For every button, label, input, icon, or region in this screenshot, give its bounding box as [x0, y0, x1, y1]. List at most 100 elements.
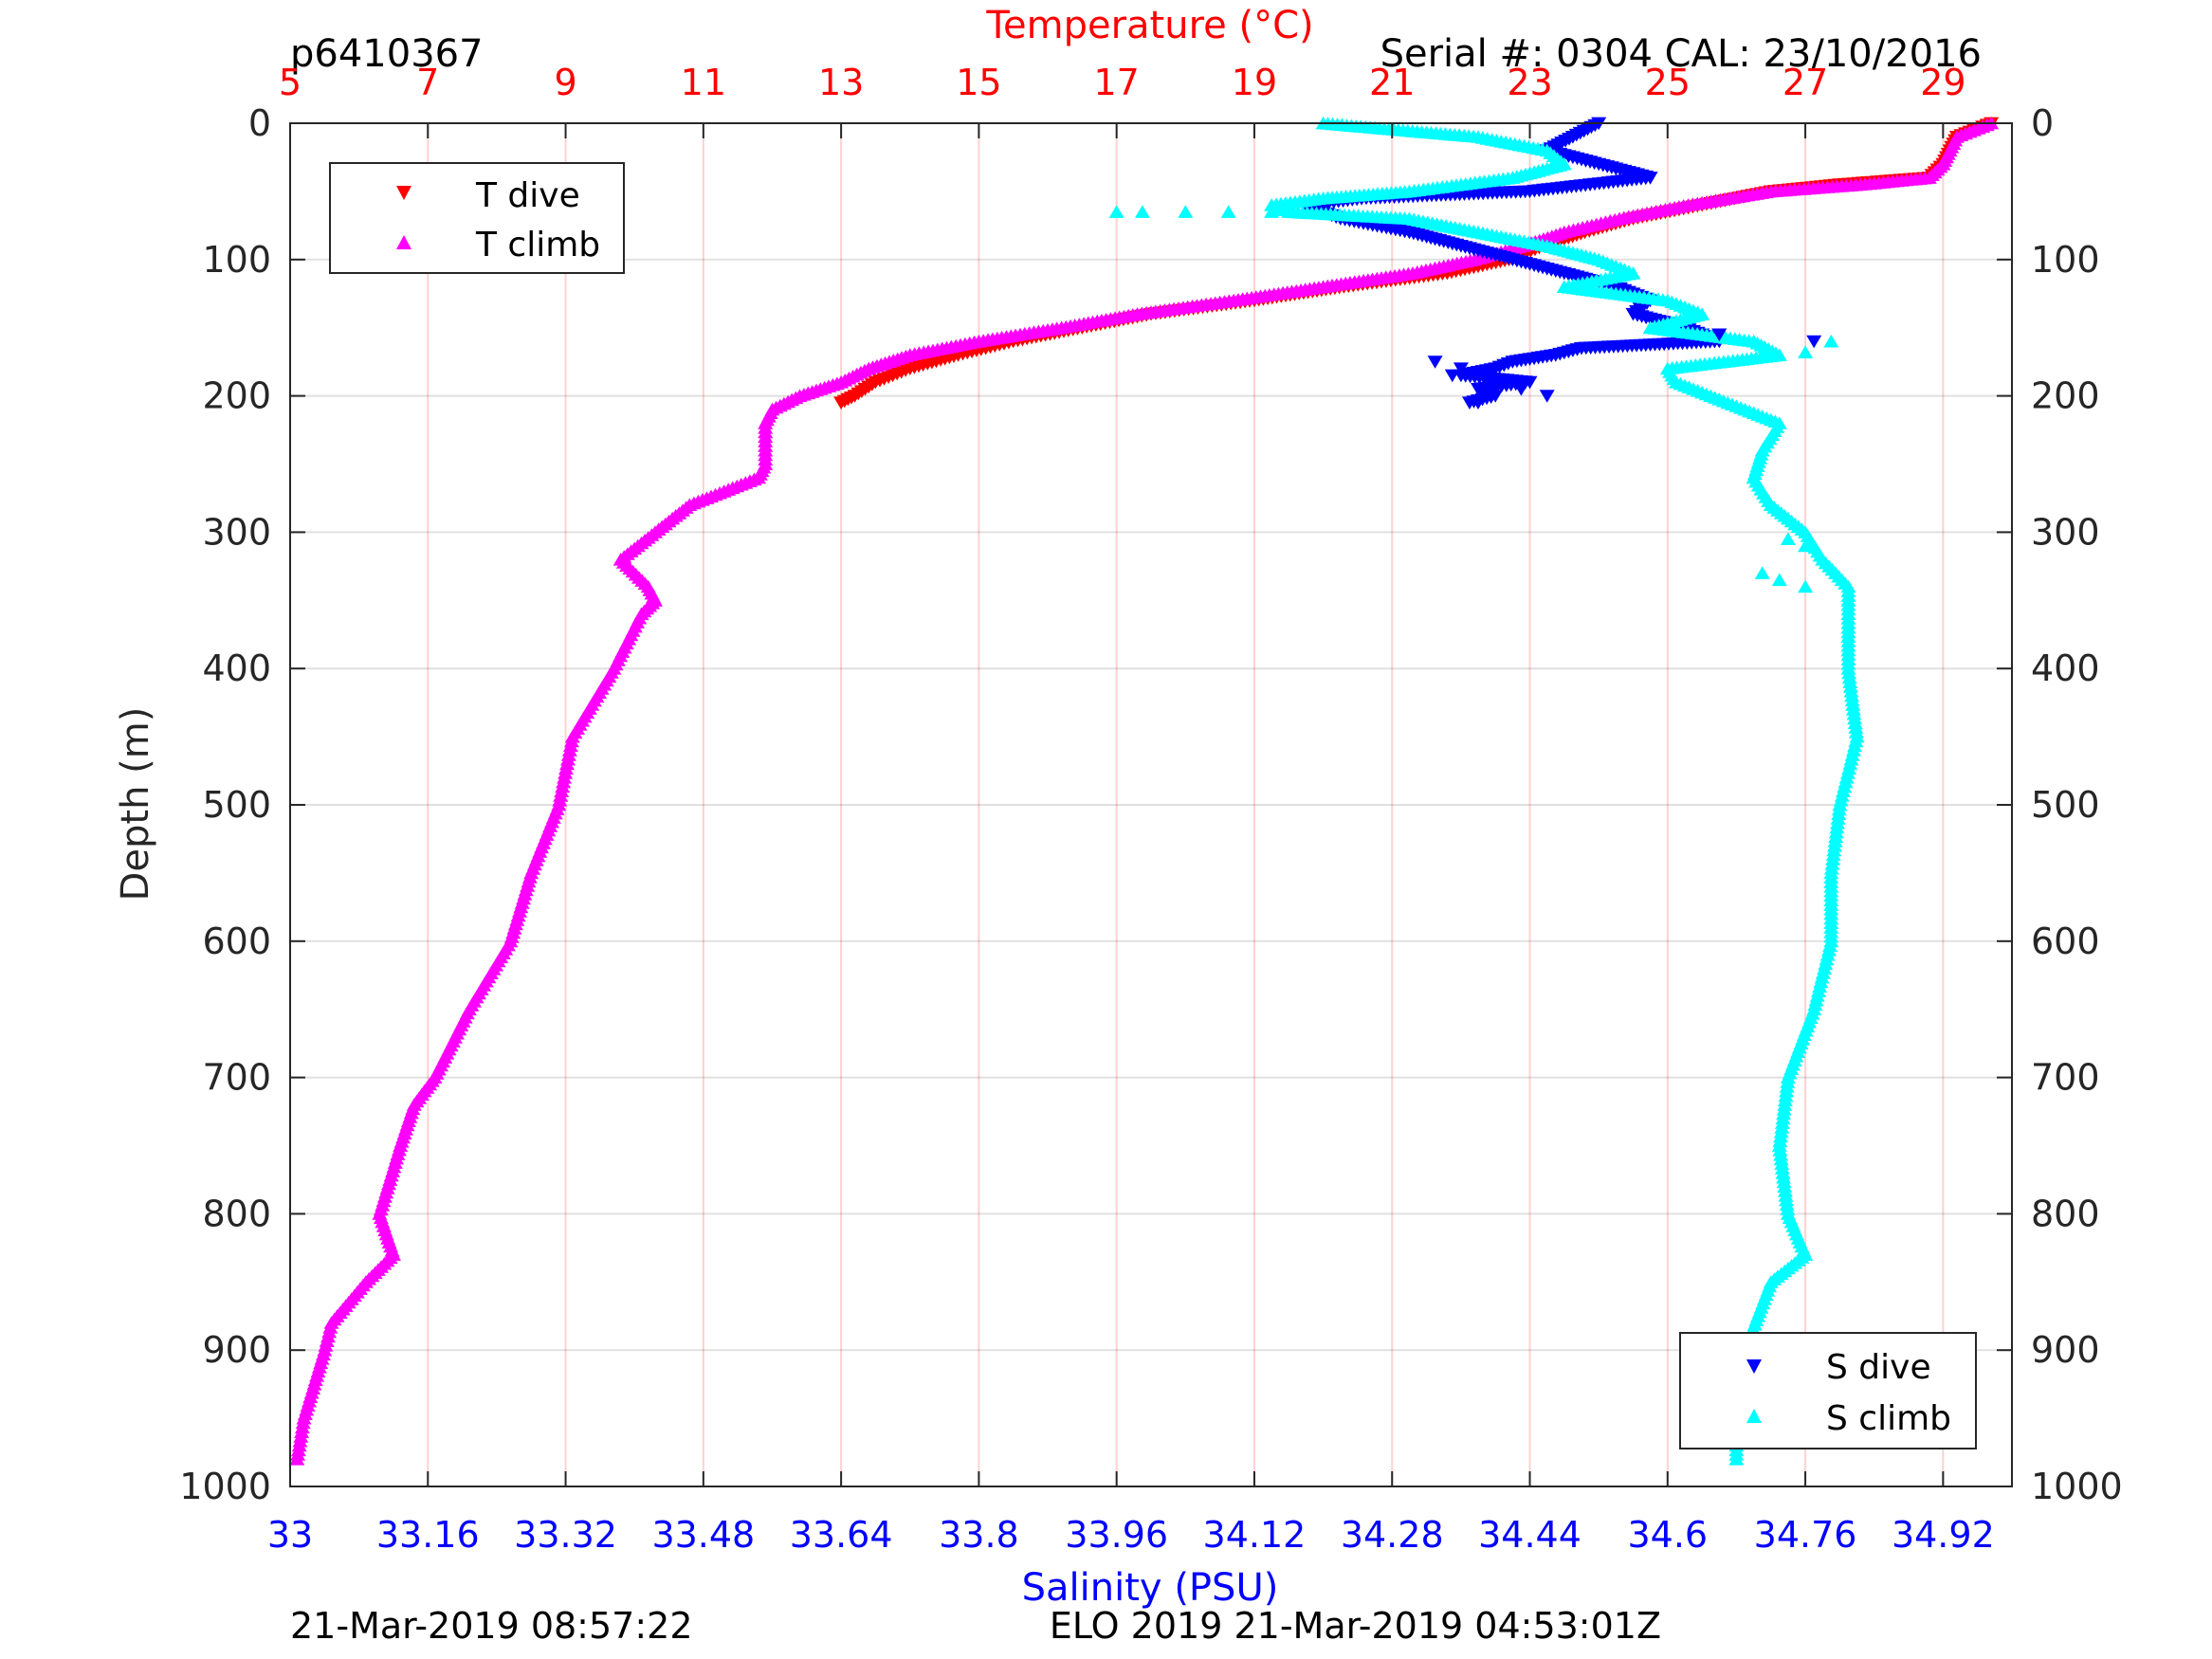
data-point — [1806, 335, 1822, 349]
salinity-tick-label: 33 — [267, 1514, 313, 1556]
salinity-tick-label: 34.44 — [1478, 1514, 1581, 1556]
legend-label-t-dive: T dive — [475, 176, 580, 215]
depth-tick-label-right: 1000 — [2031, 1466, 2123, 1507]
salinity-tick-label: 33.64 — [790, 1514, 893, 1556]
depth-tick-label-right: 500 — [2031, 784, 2100, 826]
data-point — [1220, 205, 1236, 218]
salinity-tick-label: 34.76 — [1754, 1514, 1857, 1556]
salinity-tick-label: 33.32 — [514, 1514, 617, 1556]
legend-marker-t-dive — [396, 186, 411, 200]
data-point — [1264, 205, 1280, 218]
temperature-tick-label: 23 — [1507, 62, 1552, 103]
depth-tick-label-left: 0 — [248, 102, 271, 144]
salinity-legend: S dive S climb — [1679, 1332, 1977, 1449]
temperature-tick-label: 29 — [1920, 62, 1965, 103]
temperature-tick-label: 5 — [279, 62, 302, 103]
legend-label-t-climb: T climb — [475, 226, 600, 264]
legend-marker-s-dive — [1746, 1359, 1762, 1374]
data-point — [1513, 383, 1529, 396]
salinity-tick-label: 34.92 — [1892, 1514, 1995, 1556]
salinity-tick-label: 33.16 — [376, 1514, 480, 1556]
depth-tick-label-right: 800 — [2031, 1193, 2100, 1234]
series-s-dive-outliers — [1427, 328, 1822, 410]
temperature-legend: T dive T climb — [329, 162, 625, 274]
depth-tick-label-right: 0 — [2031, 102, 2054, 144]
data-point — [1178, 205, 1194, 218]
depth-tick-label-left: 1000 — [179, 1466, 271, 1507]
tick-labels: 5 7 9 11 13 15 17 19 21 23 25 27 29 33 33.16 33.32 33.48… — [179, 62, 2122, 1556]
tick-marks — [289, 122, 2012, 1487]
footer-mission: ELO 2019 21-Mar-2019 04:53:01Z — [1050, 1605, 1661, 1647]
data-point — [289, 1452, 305, 1466]
temperature-tick-label: 7 — [416, 62, 439, 103]
depth-tick-label-right: 600 — [2031, 921, 2100, 962]
serial-calibration: Serial #: 0304 CAL: 23/10/2016 — [1380, 32, 1982, 76]
data-point — [1453, 362, 1469, 375]
salinity-tick-label: 34.12 — [1203, 1514, 1307, 1556]
depth-tick-label-right: 900 — [2031, 1329, 2100, 1371]
temperature-tick-label: 9 — [554, 62, 576, 103]
data-point — [1444, 369, 1460, 383]
temperature-tick-label: 13 — [818, 62, 864, 103]
temperature-axis-title: Temperature (°C) — [985, 4, 1313, 47]
depth-tick-label-left: 600 — [202, 921, 271, 962]
data-point — [1754, 566, 1770, 579]
data-point — [1539, 390, 1555, 403]
salinity-axis-title: Salinity (PSU) — [1022, 1566, 1279, 1610]
legend-marker-t-climb — [396, 235, 411, 249]
salinity-tick-label: 33.96 — [1065, 1514, 1168, 1556]
salinity-tick-label: 33.48 — [651, 1514, 755, 1556]
data-point — [1780, 532, 1796, 545]
temperature-tick-label: 27 — [1782, 62, 1828, 103]
depth-tick-label-left: 900 — [202, 1329, 271, 1371]
depth-tick-label-right: 300 — [2031, 511, 2100, 553]
legend-marker-s-climb — [1746, 1409, 1762, 1423]
footer-timestamp: 21-Mar-2019 08:57:22 — [290, 1605, 693, 1647]
data-point — [1471, 396, 1486, 410]
series-s-climb-outliers — [1108, 205, 1839, 593]
series-s-climb — [1264, 116, 1865, 1466]
depth-tick-label-left: 200 — [202, 375, 271, 417]
data-point — [1134, 205, 1150, 218]
data-point — [1798, 345, 1814, 358]
data-point — [1711, 328, 1728, 342]
data-point — [1427, 356, 1443, 369]
data-point — [833, 396, 850, 410]
depth-tick-label-right: 400 — [2031, 647, 2100, 689]
temperature-tick-label: 25 — [1645, 62, 1691, 103]
temperature-tick-label: 11 — [681, 62, 726, 103]
salinity-tick-label: 34.6 — [1627, 1514, 1708, 1556]
data-point — [1798, 538, 1814, 553]
depth-tick-label-left: 500 — [202, 784, 271, 826]
glider-id: p6410367 — [290, 32, 484, 76]
legend-label-s-climb: S climb — [1826, 1399, 1951, 1438]
depth-tick-label-left: 700 — [202, 1057, 271, 1099]
temperature-tick-label: 17 — [1094, 62, 1140, 103]
data-point — [1823, 334, 1839, 348]
data-point — [1798, 579, 1814, 593]
depth-axis-title: Depth (m) — [114, 707, 157, 902]
temperature-tick-label: 15 — [956, 62, 1001, 103]
depth-tick-label-left: 100 — [202, 239, 271, 281]
salinity-tick-label: 33.8 — [939, 1514, 1019, 1556]
depth-tick-label-left: 800 — [202, 1193, 271, 1234]
salinity-tick-label: 34.28 — [1341, 1514, 1444, 1556]
data-point — [1488, 375, 1504, 390]
data-marks — [289, 116, 2000, 1466]
data-point — [1108, 205, 1124, 218]
depth-tick-label-left: 400 — [202, 647, 271, 689]
series-t-climb — [289, 116, 2000, 1466]
data-point — [1728, 1452, 1745, 1466]
depth-tick-label-left: 300 — [202, 511, 271, 553]
salinity-legend-box — [1679, 1332, 1977, 1449]
legend-label-s-dive: S dive — [1826, 1348, 1931, 1387]
temperature-legend-box — [329, 162, 625, 274]
depth-tick-label-right: 700 — [2031, 1057, 2100, 1099]
depth-tick-label-right: 100 — [2031, 239, 2100, 281]
depth-tick-label-right: 200 — [2031, 375, 2100, 417]
plot-area: 5 7 9 11 13 15 17 19 21 23 25 27 29 33 33.16 33.32 33.48… — [179, 62, 2122, 1556]
temperature-tick-label: 19 — [1232, 62, 1277, 103]
temperature-tick-label: 21 — [1369, 62, 1415, 103]
data-point — [1771, 573, 1787, 587]
